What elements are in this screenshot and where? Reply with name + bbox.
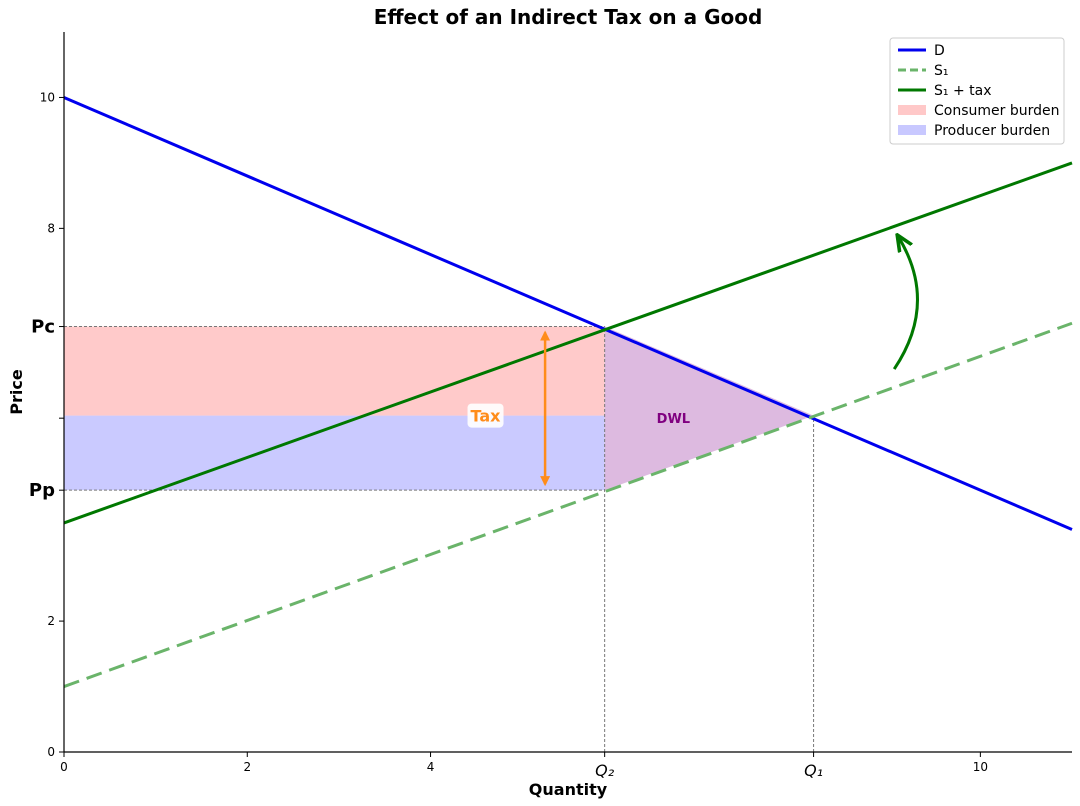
region-dwl [604, 326, 814, 491]
tax-label-box [467, 403, 504, 428]
legend-item: D [898, 43, 945, 59]
curves [63, 96, 1073, 688]
legend-box [889, 37, 1065, 145]
legend-item: S₁ [898, 63, 949, 79]
y-tick-label: Pp [29, 480, 55, 501]
y-axis-label: Price [7, 369, 26, 415]
series-line-2 [63, 161, 1073, 525]
tax-label: Tax [471, 407, 502, 426]
series-line-0 [63, 96, 1073, 531]
x-tick-label: Q₂ [595, 761, 615, 780]
y-tick-label: 2 [47, 614, 55, 628]
chart-title: Effect of an Indirect Tax on a Good [374, 5, 763, 29]
x-tick-label: 10 [973, 760, 988, 774]
legend-label: S₁ [934, 63, 949, 79]
series-line-1 [63, 321, 1073, 688]
x-axis-label: Quantity [529, 780, 608, 799]
legend-label: Consumer burden [934, 103, 1059, 119]
region-producer-burden [64, 415, 605, 491]
legend-swatch [898, 125, 926, 135]
reference-lines [64, 326, 815, 752]
x-tick-label: 2 [243, 760, 251, 774]
legend-label: Producer burden [934, 123, 1050, 139]
y-tick-label: 0 [47, 745, 55, 759]
legend-item: S₁ + tax [898, 83, 991, 99]
legend-label: S₁ + tax [934, 83, 991, 99]
dwl-label: DWL [657, 412, 690, 427]
region-consumer-burden [64, 326, 605, 416]
annotations: Tax DWL [467, 235, 919, 487]
x-tick-label: 0 [60, 760, 68, 774]
supply-shift-arrow [892, 235, 919, 370]
x-tick-label: 4 [427, 760, 435, 774]
legend-item: Producer burden [898, 123, 1050, 139]
legend-item: Consumer burden [898, 103, 1059, 119]
legend-swatch [898, 105, 926, 115]
y-tick-label: 10 [40, 90, 55, 104]
x-tick-label: Q₁ [804, 761, 823, 780]
axes: 0 2 4 Q₂ Q₁ 10 0 2 Pp Pc 8 10 [29, 32, 1072, 780]
burden-regions [64, 326, 814, 491]
dwl-annotation: DWL [657, 412, 690, 427]
legend-label: D [934, 43, 945, 59]
tax-annotation: Tax [467, 403, 504, 428]
y-tick-label: Pc [31, 317, 55, 338]
y-tick-label: 8 [47, 221, 55, 235]
legend: D S₁ S₁ + tax Consumer burden Producer burde… [889, 37, 1065, 145]
